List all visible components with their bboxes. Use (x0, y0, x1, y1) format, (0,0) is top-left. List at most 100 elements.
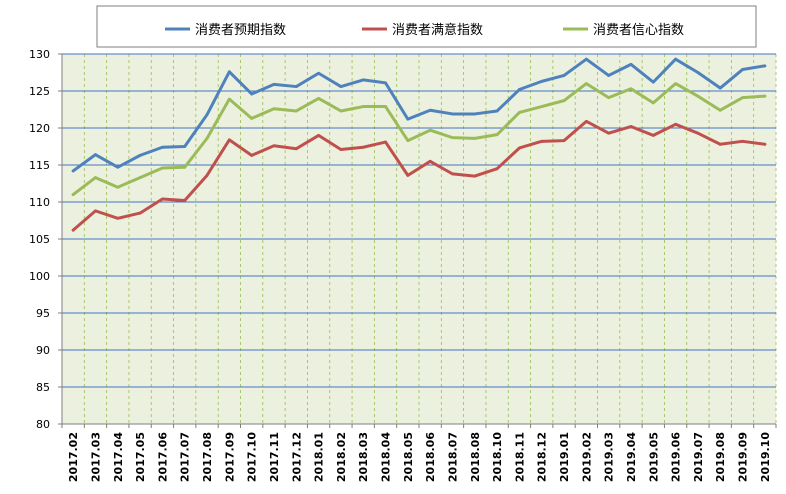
legend-box (96, 5, 757, 48)
data-point (339, 85, 343, 88)
axes (58, 53, 777, 428)
vertical-gridlines (61, 54, 777, 424)
y-tick-label: 110 (29, 196, 50, 209)
data-point (138, 211, 142, 215)
data-point (428, 159, 432, 163)
data-point (94, 209, 97, 213)
data-point (71, 169, 75, 173)
y-tick-label: 85 (36, 381, 50, 394)
x-tick-label: 2017.05 (134, 432, 147, 482)
x-tick-label: 2019.04 (625, 432, 638, 482)
legend: 消费者预期指数 消费者满意指数 消费者信心指数 (96, 5, 757, 48)
series-line (71, 57, 767, 173)
x-tick-label: 2017.04 (112, 432, 125, 482)
data-point (272, 144, 276, 148)
data-point (116, 216, 120, 220)
data-point (227, 138, 231, 142)
x-tick-label: 2018.10 (491, 432, 504, 482)
data-point (674, 57, 677, 61)
data-point (205, 173, 209, 177)
data-point (317, 71, 320, 75)
series-2 (71, 119, 767, 232)
data-point (161, 166, 164, 170)
x-tick-label: 2018.05 (402, 432, 415, 482)
data-point (562, 74, 566, 77)
data-point (384, 105, 387, 108)
data-point (741, 96, 744, 100)
x-tick-label: 2018.04 (380, 432, 393, 482)
series-1 (71, 57, 767, 173)
series-lines (71, 57, 767, 232)
x-tick-label: 2018.01 (313, 432, 326, 482)
data-point (718, 86, 722, 90)
data-point (473, 174, 477, 178)
data-point (71, 228, 75, 232)
data-point (584, 57, 588, 61)
data-point (607, 74, 611, 77)
data-point (183, 199, 187, 202)
data-point (741, 139, 744, 143)
y-tick-label: 115 (29, 159, 50, 172)
data-point (451, 136, 454, 140)
data-point (71, 193, 75, 197)
x-tick-label: 2018.11 (513, 432, 526, 482)
x-tick-label: 2019.10 (759, 432, 772, 482)
x-tick-label: 2019.09 (737, 432, 750, 482)
data-point (183, 145, 187, 148)
x-tick-label: 2019.02 (580, 432, 593, 482)
y-tick-label: 80 (36, 418, 50, 431)
data-point (294, 109, 298, 113)
data-point (540, 139, 544, 143)
data-point (584, 119, 588, 123)
x-tick-label: 2017.10 (246, 432, 259, 482)
y-tick-label: 120 (29, 122, 50, 135)
x-tick-label: 2017.08 (201, 432, 214, 482)
data-point (227, 97, 231, 101)
series-3 (71, 82, 767, 197)
series-line (71, 119, 767, 232)
data-point (562, 139, 566, 142)
x-tick-label: 2018.03 (357, 432, 370, 482)
data-point (428, 128, 432, 132)
x-tick-label: 2019.01 (558, 432, 571, 482)
data-point (94, 153, 97, 157)
data-point (428, 108, 432, 112)
data-point (116, 185, 120, 189)
data-point (629, 125, 633, 128)
data-point (584, 82, 588, 85)
data-point (540, 105, 544, 108)
y-tick-label: 100 (29, 270, 50, 283)
x-tick-label: 2018.07 (446, 432, 459, 482)
data-point (451, 112, 454, 116)
x-tick-label: 2017.09 (223, 432, 236, 482)
data-point (339, 109, 343, 113)
x-tick-label: 2018.12 (536, 432, 549, 482)
y-tick-label: 105 (29, 233, 50, 246)
data-point (205, 136, 209, 140)
y-tick-label: 125 (29, 85, 50, 98)
data-point (94, 176, 97, 179)
x-tick-label: 2019.03 (603, 432, 616, 482)
legend-label: 消费者信心指数 (593, 23, 684, 38)
x-tick-label: 2019.08 (714, 432, 727, 482)
data-point (406, 117, 410, 121)
x-tick-label: 2019.07 (692, 432, 705, 482)
data-point (451, 172, 454, 176)
data-point (294, 147, 298, 151)
data-point (161, 197, 164, 201)
data-point (629, 87, 633, 91)
data-point (250, 92, 254, 96)
data-point (696, 94, 700, 98)
data-point (718, 108, 722, 112)
data-point (607, 96, 611, 100)
x-tick-label: 2018.08 (469, 432, 482, 482)
data-point (272, 107, 276, 111)
data-point (495, 167, 499, 171)
data-point (406, 173, 410, 177)
x-tick-label: 2017.11 (268, 432, 281, 482)
data-point (317, 97, 320, 100)
data-point (250, 153, 254, 157)
series-line (71, 82, 767, 197)
x-tick-label: 2018.06 (424, 432, 437, 482)
data-point (518, 111, 521, 114)
